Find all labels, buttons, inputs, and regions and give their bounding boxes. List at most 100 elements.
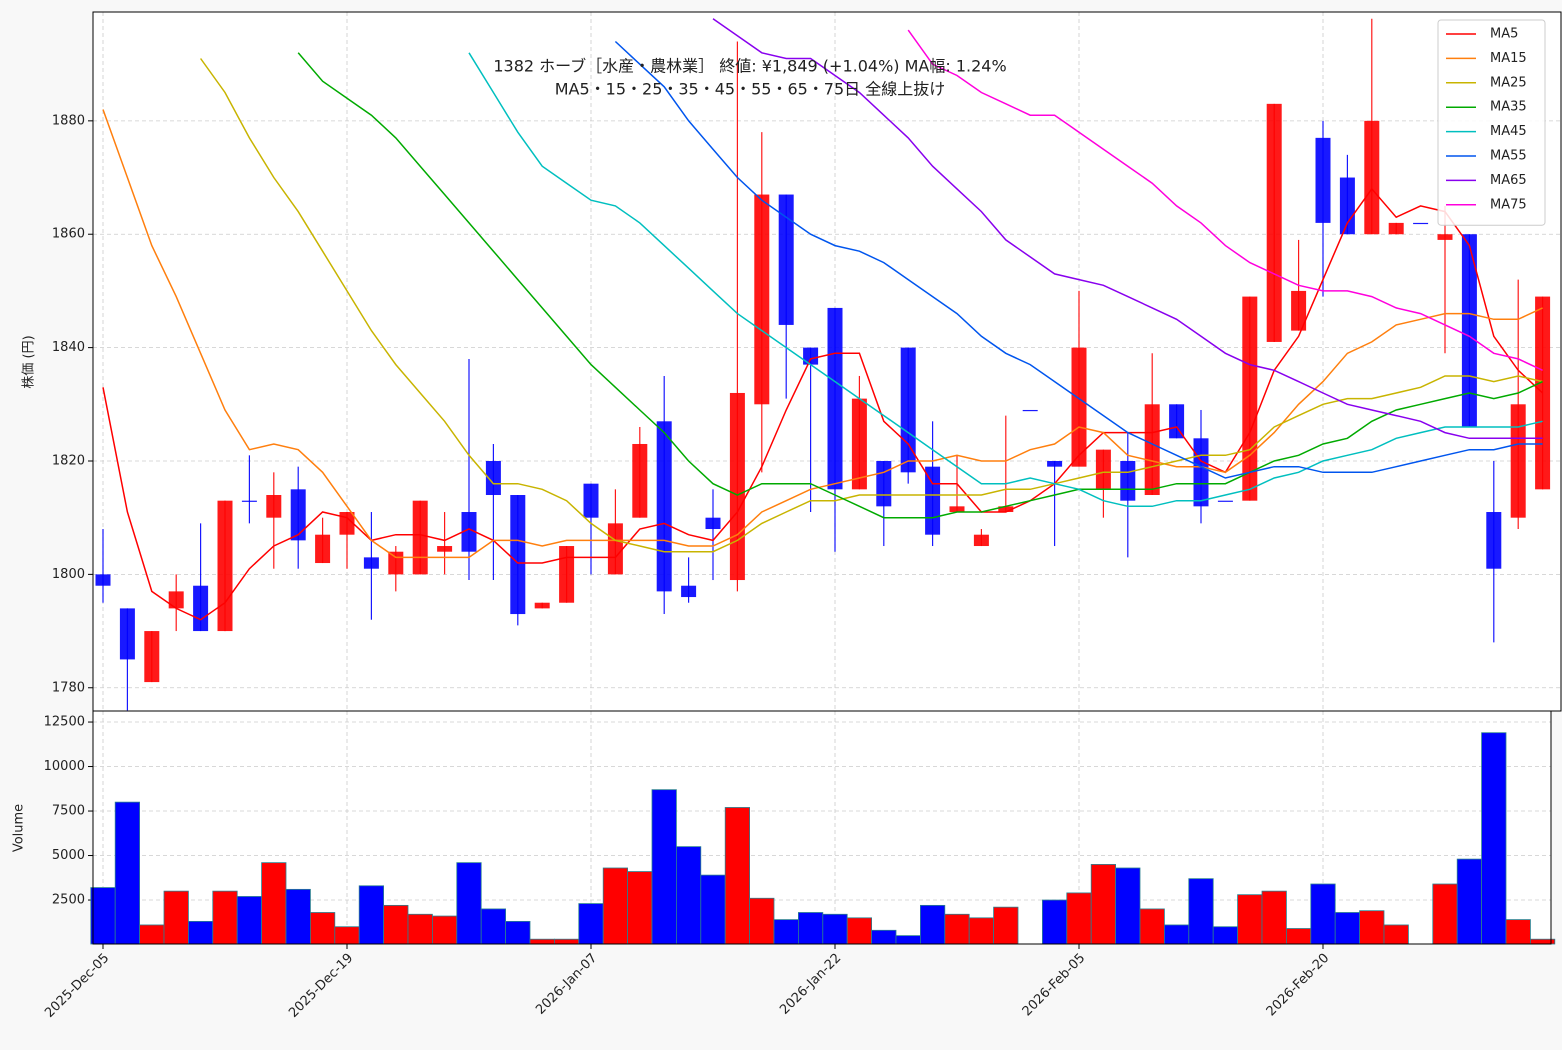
volume-bar bbox=[456, 862, 482, 945]
candle-body bbox=[949, 506, 965, 513]
candle-body bbox=[973, 534, 989, 547]
volume-bar bbox=[1212, 926, 1238, 945]
volume-bar bbox=[773, 919, 799, 945]
legend-label: MA25 bbox=[1490, 75, 1527, 90]
y-tick-label: 1800 bbox=[52, 567, 85, 582]
candle-body bbox=[339, 512, 355, 535]
volume-bar bbox=[529, 938, 555, 945]
volume-bar bbox=[1456, 858, 1482, 945]
candle-body bbox=[388, 551, 404, 575]
candle-body bbox=[1291, 290, 1307, 331]
candle-body bbox=[485, 460, 501, 496]
y-tick-label: 1780 bbox=[52, 680, 85, 695]
volume-bar bbox=[724, 807, 751, 945]
volume-bar bbox=[627, 871, 653, 945]
volume-bar bbox=[895, 935, 921, 945]
volume-bar bbox=[480, 908, 507, 945]
candle-body bbox=[119, 608, 135, 660]
ma-line bbox=[297, 52, 1543, 519]
candle-body bbox=[95, 574, 111, 586]
volume-bar bbox=[1383, 924, 1409, 945]
candle-body bbox=[1022, 409, 1038, 412]
y-tick-label: 7500 bbox=[52, 804, 85, 819]
candle-body bbox=[1510, 404, 1526, 518]
candle-body bbox=[1193, 438, 1209, 507]
candle-body bbox=[363, 557, 379, 569]
volume-bar bbox=[871, 929, 897, 945]
volume-bar bbox=[578, 903, 604, 945]
candle-body bbox=[876, 460, 892, 507]
chart-subtitle: MA5・15・25・35・45・55・65・75日 全線上抜け bbox=[555, 80, 946, 99]
volume-bar bbox=[1066, 892, 1092, 945]
volume-bar bbox=[1042, 899, 1068, 945]
volume-bar bbox=[944, 913, 970, 945]
volume-bar bbox=[749, 897, 775, 945]
candle-body bbox=[461, 512, 477, 552]
ma-line bbox=[102, 109, 1543, 559]
candle-body bbox=[998, 506, 1014, 513]
volume-bar bbox=[114, 801, 140, 945]
candle-body bbox=[290, 489, 306, 541]
volume-bar bbox=[1432, 883, 1458, 945]
candle-body bbox=[1413, 222, 1429, 225]
volume-bar bbox=[1481, 732, 1507, 945]
volume-bar bbox=[1237, 894, 1263, 945]
candle-body bbox=[925, 466, 941, 535]
volume-frame bbox=[92, 710, 1552, 945]
volume-bar bbox=[383, 904, 409, 945]
ma-line bbox=[468, 52, 1543, 508]
volume-bar bbox=[676, 846, 702, 945]
candle-body bbox=[632, 443, 648, 518]
legend-label: MA55 bbox=[1490, 149, 1527, 164]
candle-body bbox=[656, 421, 672, 592]
candle-body bbox=[778, 194, 794, 325]
candle-body bbox=[217, 500, 233, 632]
volume-bar bbox=[1334, 912, 1360, 945]
candle-body bbox=[559, 546, 575, 603]
chart-title: 1382 ホーブ［水産・農林業］ 終値: ¥1,849 (+1.04%) MA幅… bbox=[493, 57, 1006, 76]
y-axis-label: 株価 (円) bbox=[22, 335, 37, 388]
volume-bar bbox=[554, 938, 580, 945]
volume-bar bbox=[651, 789, 677, 945]
volume-bar bbox=[1261, 890, 1287, 945]
candle-body bbox=[193, 585, 209, 632]
volume-bar bbox=[798, 912, 824, 945]
volume-bar bbox=[920, 904, 946, 945]
candle-body bbox=[754, 194, 770, 405]
legend-label: MA5 bbox=[1490, 27, 1518, 42]
volume-bar bbox=[1164, 924, 1190, 945]
candle-body bbox=[1339, 177, 1355, 235]
volume-bar bbox=[1310, 883, 1336, 945]
candle-body bbox=[437, 546, 453, 552]
candle-body bbox=[241, 500, 257, 502]
y-tick-label: 5000 bbox=[52, 848, 85, 863]
candle-body bbox=[266, 495, 282, 518]
candle-body bbox=[681, 585, 697, 598]
volume-bar bbox=[163, 890, 189, 945]
candle-body bbox=[168, 591, 184, 609]
volume-bar bbox=[261, 862, 287, 945]
candle-body bbox=[315, 534, 331, 564]
volume-bar bbox=[1286, 928, 1312, 945]
volume-bar bbox=[993, 906, 1019, 945]
volume-bar bbox=[846, 917, 873, 945]
candle-body bbox=[1144, 404, 1160, 496]
volume-bar bbox=[431, 915, 458, 945]
volume-bar bbox=[1090, 864, 1116, 945]
volume-bar bbox=[139, 924, 165, 945]
volume-bar bbox=[700, 874, 726, 945]
candle-body bbox=[1047, 460, 1063, 467]
candle-body bbox=[1071, 347, 1087, 467]
legend-label: MA45 bbox=[1490, 124, 1527, 139]
y-tick-label: 1820 bbox=[52, 453, 85, 468]
volume-bar bbox=[505, 920, 531, 945]
volume-bar bbox=[212, 890, 238, 945]
candle-body bbox=[827, 307, 843, 490]
ma-line bbox=[614, 40, 1543, 479]
candle-body bbox=[534, 602, 550, 609]
candle-body bbox=[1217, 500, 1233, 502]
candle-body bbox=[803, 347, 819, 365]
volume-bar bbox=[358, 885, 385, 945]
volume-bar bbox=[90, 887, 116, 945]
candle-body bbox=[1242, 296, 1258, 501]
